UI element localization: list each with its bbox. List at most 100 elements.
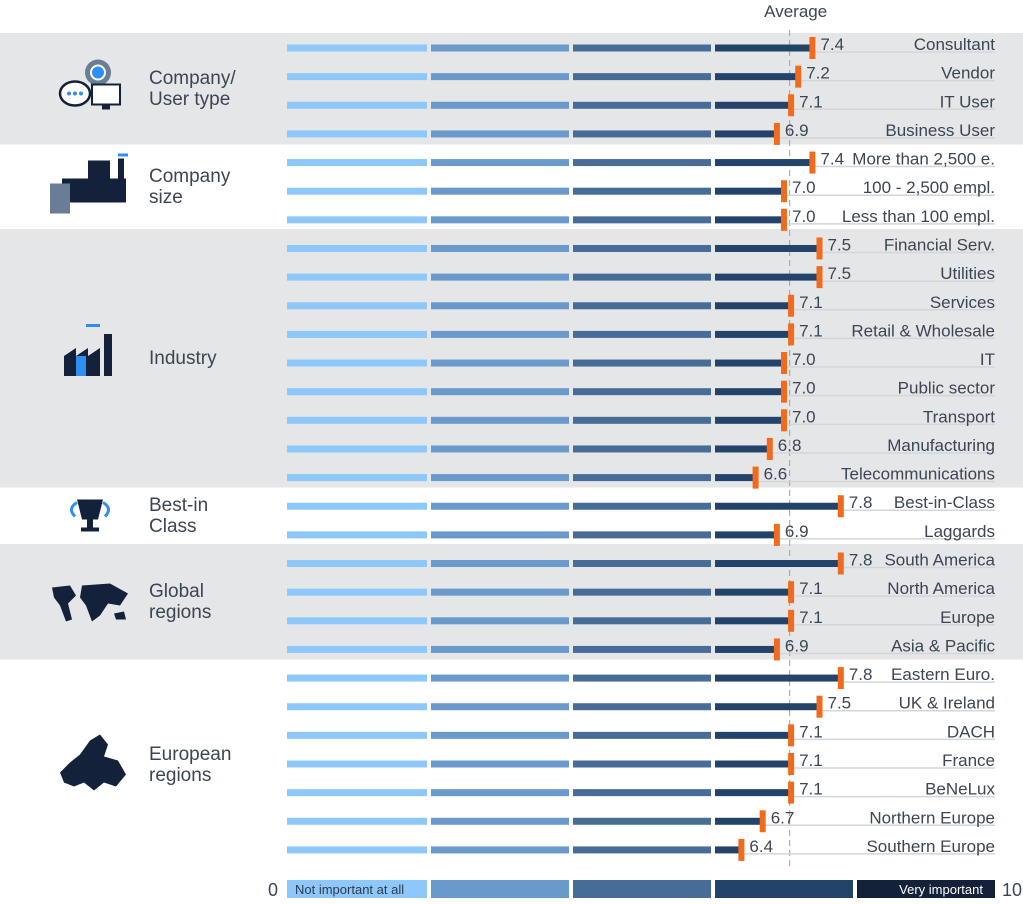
bar-segment [715,73,799,81]
smoke [118,153,128,157]
bar-row: 7.1 North America [287,579,996,604]
bar-segment [573,760,711,768]
bar-segment [715,588,792,596]
bar-segment [431,101,569,109]
bar-segment [715,846,742,854]
bar-segment [715,474,756,482]
bar-row: 6.7 Northern Europe [287,808,995,833]
bar-segment [715,159,813,167]
category-label: Telecommunications [841,465,995,484]
value-marker [788,294,795,317]
category-label: UK & Ireland [899,694,995,713]
bar-segment [287,817,427,825]
bar-segment [715,216,784,224]
category-label: IT [980,350,995,369]
value-label: 7.0 [792,207,816,226]
factory-building-icon [50,153,128,214]
bar-segment [431,760,569,768]
building [50,183,70,214]
dot [79,91,83,96]
value-label: 7.4 [820,150,844,169]
bar-segment [573,130,711,138]
value-label: 7.1 [799,321,823,340]
bar-segment [573,302,711,310]
dot [67,91,71,96]
bar-segment [287,159,427,167]
bar-segment [431,302,569,310]
bar-segment [287,588,427,596]
bar-row: 7.8 Eastern Euro. [287,665,995,690]
cup [77,499,103,520]
category-label: DACH [947,722,995,741]
value-marker [788,724,795,747]
category-label: 100 - 2,500 empl. [863,178,995,197]
group-title: User type [149,89,230,110]
chat-gear-monitor-icon [58,59,121,110]
bar-segment [287,216,427,224]
europe [60,734,126,791]
bar-segment [715,416,784,424]
bar-segment [715,731,792,739]
bar-segment [715,645,777,653]
value-label: 7.0 [792,350,816,369]
value-marker [788,609,795,632]
category-label: Northern Europe [869,808,995,827]
group-title: regions [149,765,211,786]
group-title: European [149,744,231,765]
bar-segment [431,216,569,224]
bar-segment [715,273,820,281]
bar-segment [715,817,763,825]
category-label: Services [930,293,995,312]
bar-segment [715,703,820,711]
bar-row: 7.8 South America [287,551,996,575]
australia [114,611,126,620]
bar-segment [431,244,569,252]
category-label: Southern Europe [866,837,995,856]
bar-segment [573,588,711,596]
average-label: Average [764,2,827,21]
bar-segment [287,645,427,653]
bar-row: 7.1 France [287,751,995,775]
stand [102,105,110,110]
bar-segment [431,187,569,195]
value-label: 7.1 [799,722,823,741]
bar-segment [573,359,711,367]
group-title: Industry [149,348,217,369]
bar-segment [715,674,841,682]
value-marker [766,437,773,460]
value-marker [788,781,795,804]
group-title: Best-in [149,495,208,516]
bar-segment [715,617,792,625]
value-label: 6.7 [771,808,795,827]
bar-segment [287,187,427,195]
value-label: 7.8 [849,493,873,512]
bar-segment [287,474,427,482]
bar-segment [573,216,711,224]
bar-segment [431,846,569,854]
value-marker [795,65,802,88]
bar-segment [431,73,569,81]
bar-segment [287,789,427,797]
bar-segment [573,244,711,252]
value-marker [837,667,844,690]
bar-segment [573,187,711,195]
bar-segment [573,101,711,109]
value-label: 7.4 [820,35,844,54]
bar-segment [573,388,711,396]
value-marker [809,151,816,174]
bar-segment [287,101,427,109]
tower [88,160,110,181]
value-label: 6.8 [778,436,802,455]
bar-segment [287,846,427,854]
bar-segment [287,130,427,138]
eurasia-africa [80,583,128,622]
category-label: Public sector [898,379,996,398]
value-marker [752,466,759,489]
category-label: Business User [885,121,995,140]
value-marker [773,122,780,145]
bar-row: 6.8 Manufacturing [287,436,995,460]
value-marker [781,180,787,203]
category-label: France [942,751,995,770]
